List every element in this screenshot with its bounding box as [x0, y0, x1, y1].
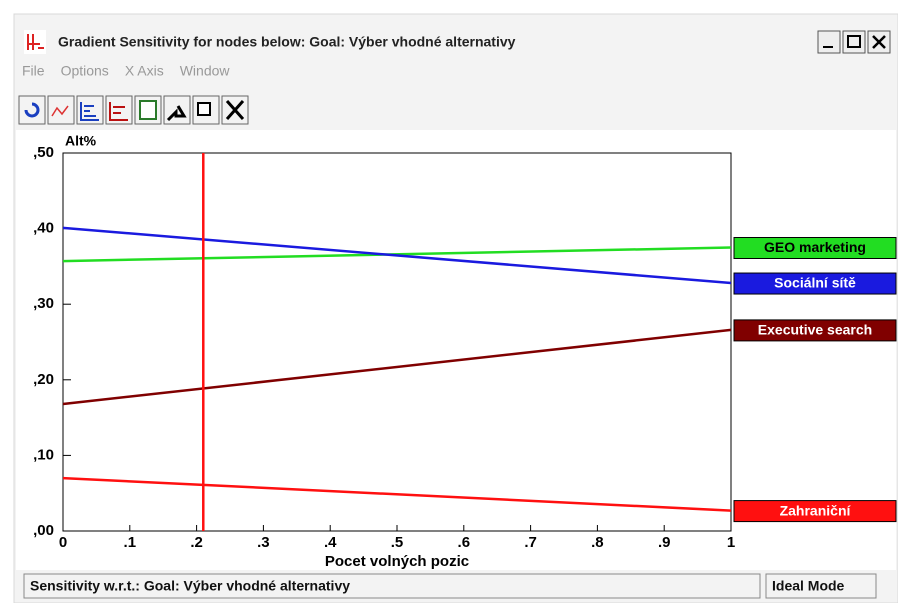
x-tick-label: .7: [524, 534, 537, 551]
x-tick-label: .3: [257, 534, 270, 551]
x-axis-label: Pocet volných pozic: [325, 553, 469, 570]
y-tick-label: ,10: [33, 446, 54, 463]
legend-label[interactable]: Executive search: [758, 322, 872, 338]
menu-item[interactable]: X Axis: [125, 63, 164, 79]
menu-item[interactable]: Options: [61, 63, 109, 79]
y-axis-label: Alt%: [65, 133, 97, 149]
x-tick-label: .5: [391, 534, 404, 551]
x-tick-label: .6: [458, 534, 471, 551]
x-tick-label: .8: [591, 534, 604, 551]
y-tick-label: ,30: [33, 295, 54, 312]
x-tick-label: 0: [59, 534, 67, 551]
x-tick-label: .4: [324, 534, 337, 551]
tool-performance[interactable]: [48, 96, 74, 124]
maximize-button[interactable]: [843, 31, 865, 53]
x-tick-label: .9: [658, 534, 671, 551]
window: Gradient Sensitivity for nodes below: Go…: [0, 0, 898, 603]
legend-label[interactable]: GEO marketing: [764, 239, 866, 255]
legend-label[interactable]: Sociální sítě: [774, 275, 856, 291]
page: Gradient Sensitivity for nodes below: Go…: [0, 0, 898, 603]
x-tick-label: .1: [124, 534, 137, 551]
tool-refresh[interactable]: [19, 96, 45, 124]
y-tick-label: ,40: [33, 220, 54, 237]
window-buttons[interactable]: [818, 31, 890, 53]
mode-text: Ideal Mode: [772, 578, 845, 594]
x-tick-label: 1: [727, 534, 735, 551]
menu-item[interactable]: Window: [180, 63, 231, 79]
toolbar: [16, 92, 306, 126]
x-tick-label: .2: [190, 534, 203, 551]
y-tick-label: ,20: [33, 371, 54, 388]
y-tick-label: ,50: [33, 144, 54, 161]
status-text: Sensitivity w.r.t.: Goal: Výber vhodné a…: [30, 578, 350, 594]
y-tick-label: ,00: [33, 522, 54, 539]
legend-label[interactable]: Zahraniční: [780, 502, 852, 518]
minimize-button[interactable]: [818, 31, 840, 53]
icon-head-to-head: [140, 101, 156, 119]
icon-windows: [198, 103, 210, 115]
menu-item[interactable]: File: [22, 63, 45, 79]
window-title: Gradient Sensitivity for nodes below: Go…: [58, 34, 516, 50]
